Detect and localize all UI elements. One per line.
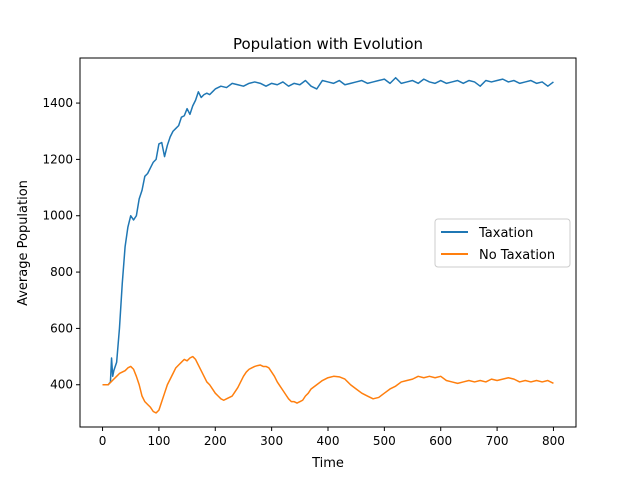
y-tick-label: 1000 [42, 209, 73, 223]
x-tick-label: 200 [204, 434, 227, 448]
y-tick-label: 1400 [42, 96, 73, 110]
y-tick-label: 800 [50, 265, 73, 279]
axes: 0 100 200 300 400 500 600 700 800 400 600 800 1000 12… [42, 57, 577, 448]
x-tick-label: 800 [542, 434, 565, 448]
x-tick-label: 100 [147, 434, 170, 448]
x-tick-label: 700 [486, 434, 509, 448]
y-tick-label: 1200 [42, 152, 73, 166]
series-line-no-taxation [102, 355, 554, 414]
legend-label: Taxation [478, 226, 533, 241]
chart-title: Population with Evolution [233, 35, 423, 53]
y-tick-label: 400 [50, 378, 73, 392]
legend-box [434, 218, 571, 268]
y-tick-label: 600 [50, 321, 73, 335]
legend-label: No Taxation [479, 248, 555, 263]
y-axis-label: Average Population [16, 180, 31, 306]
x-tick-label: 400 [317, 434, 340, 448]
legend: Taxation No Taxation [434, 218, 571, 268]
x-axis-label: Time [311, 456, 344, 471]
x-tick-label: 300 [260, 434, 283, 448]
x-tick-label: 500 [373, 434, 396, 448]
series-line-taxation [102, 76, 554, 386]
x-tick-label: 0 [99, 434, 107, 448]
x-tick-label: 600 [429, 434, 452, 448]
series-lines [102, 76, 554, 414]
